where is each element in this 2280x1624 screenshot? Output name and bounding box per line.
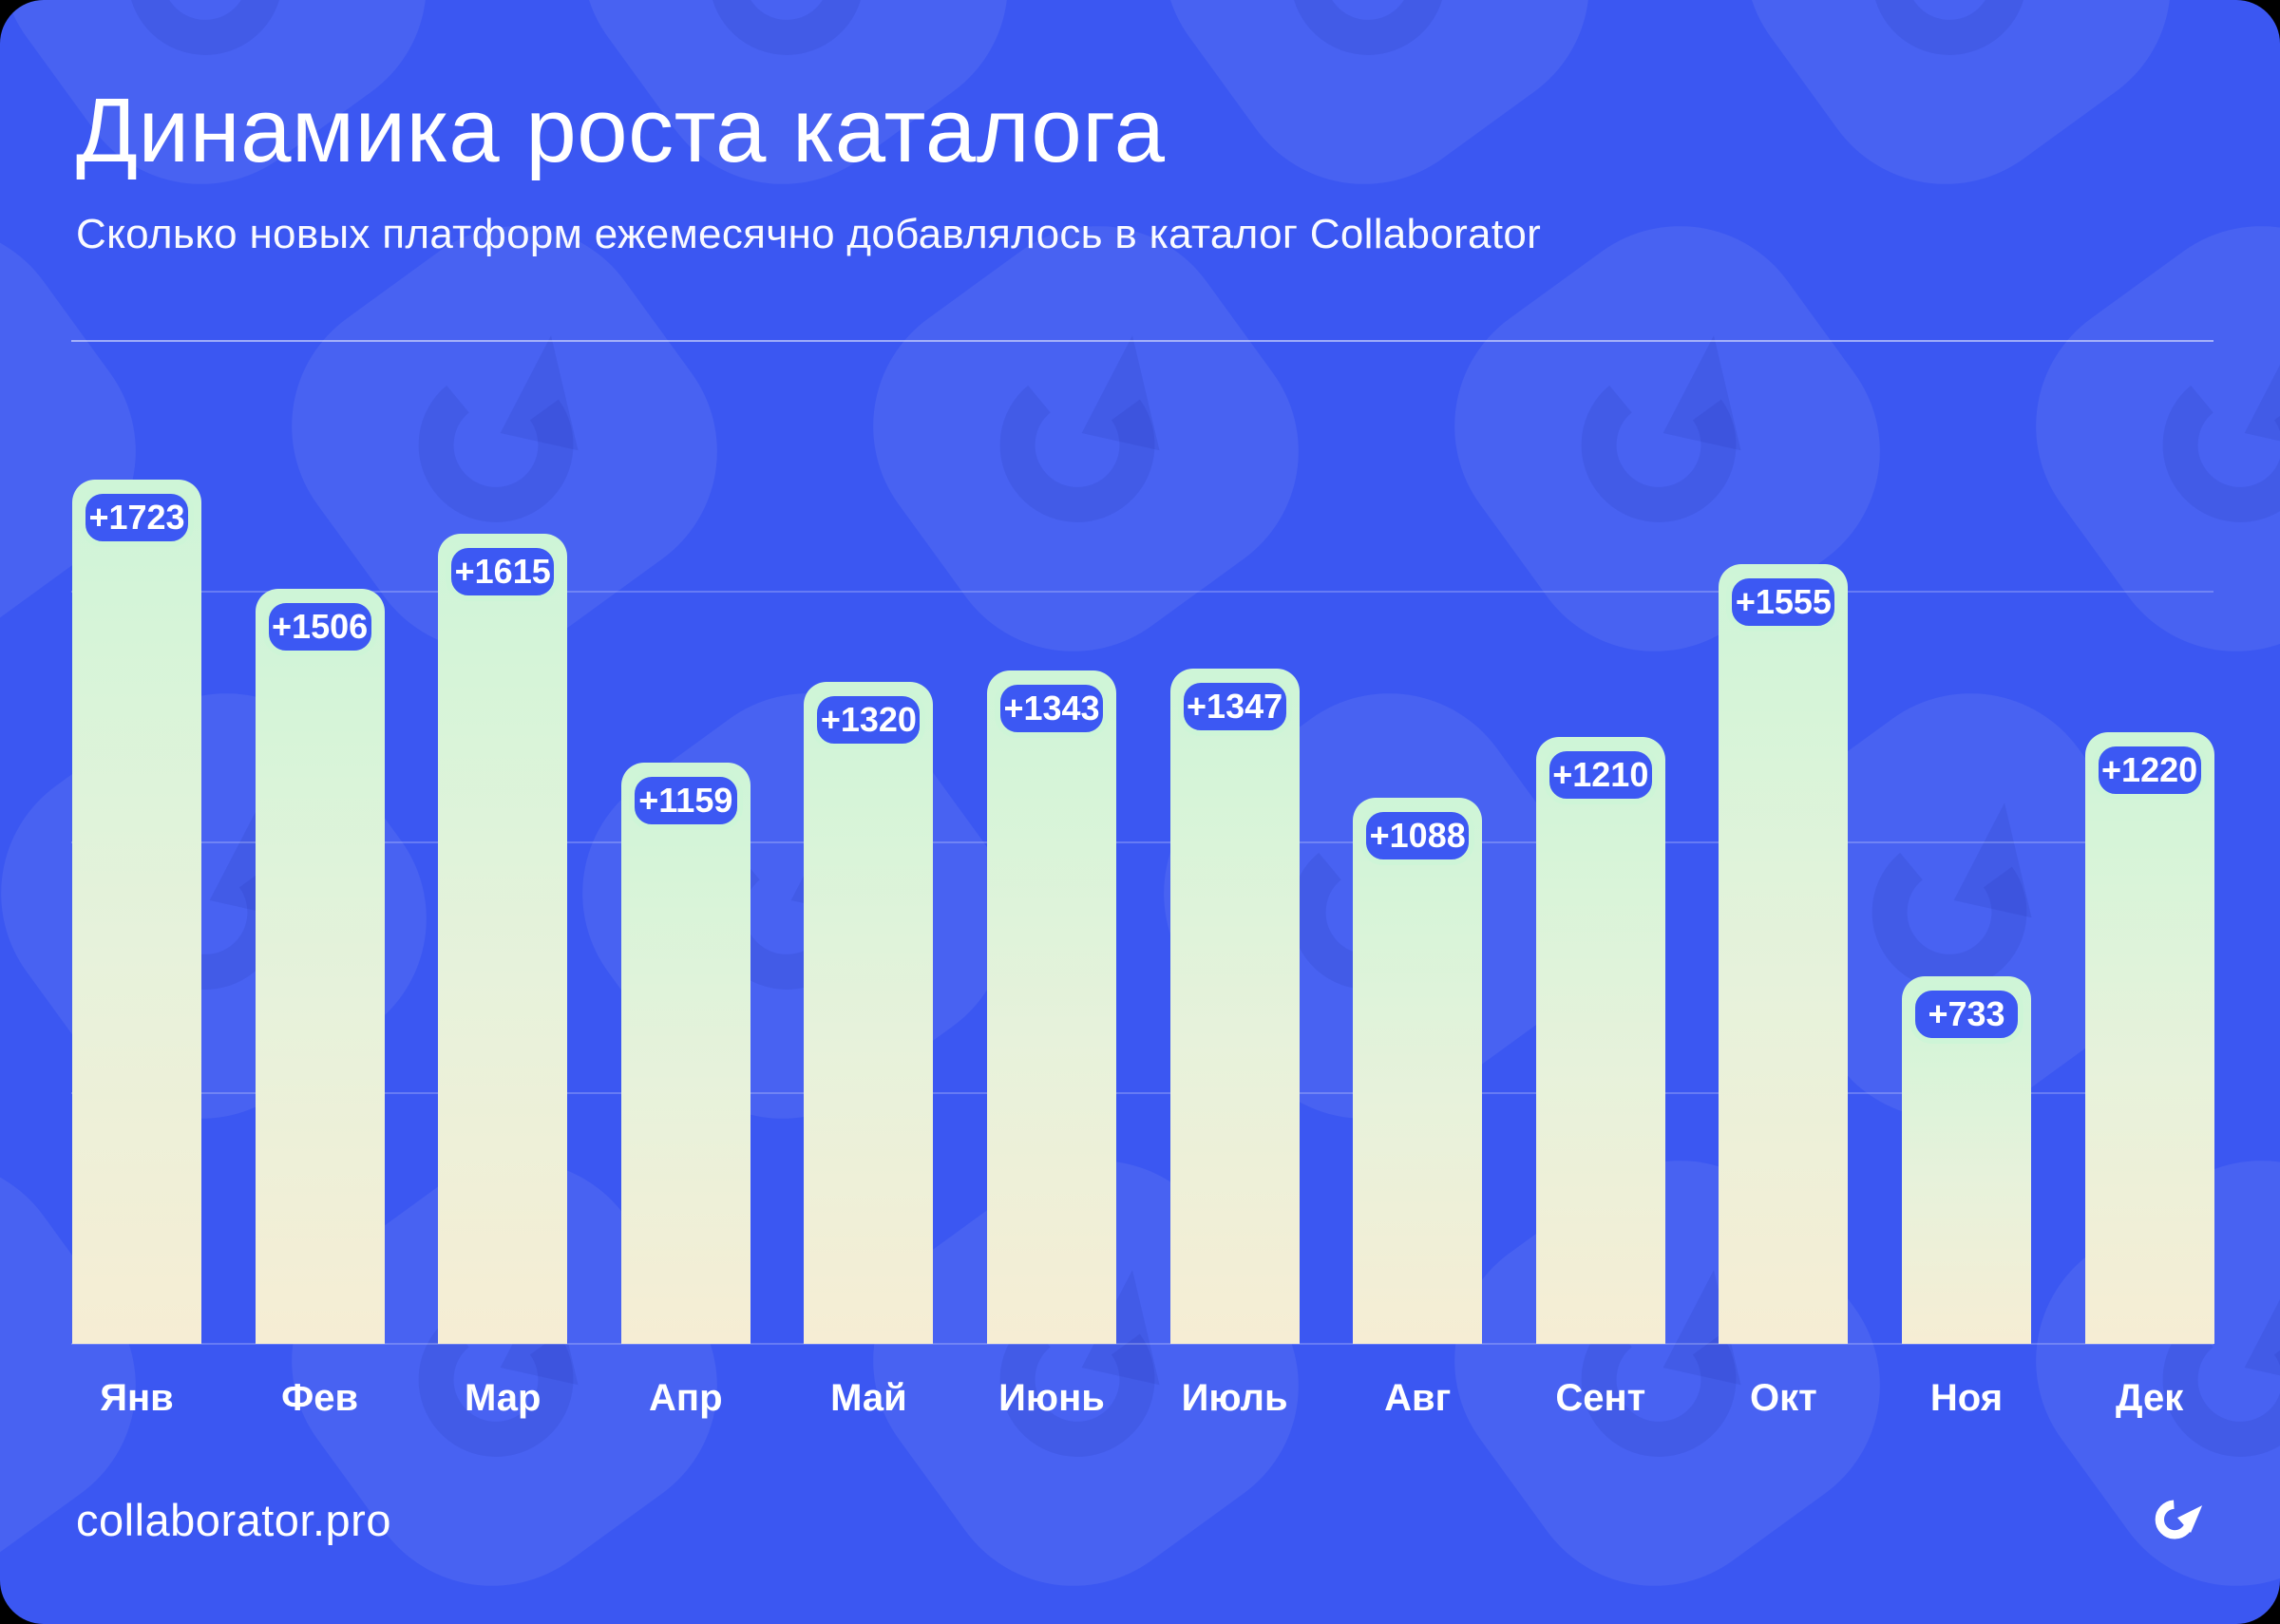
x-axis-label-Сент: Сент <box>1555 1377 1646 1419</box>
bar-Ноя: +733 <box>1902 975 2031 1344</box>
pattern-tile <box>0 226 136 651</box>
value-label: +1159 <box>638 780 733 820</box>
value-chip: +1220 <box>2092 740 2207 800</box>
value-label: +1320 <box>820 699 917 739</box>
gridline-2000 <box>71 339 2214 342</box>
x-axis-label-Ноя: Ноя <box>1929 1377 2004 1419</box>
x-axis-label-Окт: Окт <box>1750 1377 1817 1419</box>
x-axis-label-Июль: Июль <box>1181 1377 1288 1419</box>
pattern-tile <box>1745 0 2171 184</box>
chart-header: Динамика роста каталога Сколько новых пл… <box>76 84 1541 258</box>
footer-site-link[interactable]: collaborator.pro <box>76 1494 391 1545</box>
value-label: +1555 <box>1735 581 1832 621</box>
collaborator-logo-icon <box>2151 1493 2204 1546</box>
bar-Мар: +1615 <box>438 534 568 1344</box>
pattern-tile <box>292 1161 717 1586</box>
value-label: +1506 <box>272 606 369 646</box>
x-axis-label-Фев: Фев <box>281 1377 359 1419</box>
pattern-tile <box>0 1161 136 1586</box>
pattern-tile <box>1745 693 2171 1119</box>
value-chip: +1555 <box>1726 572 1841 632</box>
bar-Июнь: +1343 <box>987 670 1116 1344</box>
value-chip: +733 <box>1910 984 2024 1044</box>
value-label: +1343 <box>1003 688 1100 727</box>
value-chip: +1615 <box>446 542 560 602</box>
gridline-0 <box>71 1343 2214 1345</box>
bar-Июль: +1347 <box>1169 668 1300 1344</box>
gridline-500 <box>71 1091 2214 1094</box>
value-label: +1615 <box>454 552 551 592</box>
pattern-tile <box>1164 0 1589 184</box>
value-chip: +1320 <box>811 689 926 749</box>
value-chip: +1159 <box>628 770 743 830</box>
pattern-tile <box>873 226 1299 651</box>
bar-Окт: +1555 <box>1719 563 1849 1344</box>
value-label: +1220 <box>2101 749 2198 789</box>
value-chip: +1088 <box>1360 806 1475 866</box>
x-axis-label-Июнь: Июнь <box>998 1377 1105 1419</box>
gridline-1500 <box>71 590 2214 593</box>
page-subtitle: Сколько новых платформ ежемесячно добавл… <box>76 210 1542 257</box>
value-chip: +1210 <box>1543 745 1658 804</box>
value-chip: +1343 <box>995 678 1109 738</box>
value-chip: +1347 <box>1177 676 1292 736</box>
x-axis-label-Мар: Мар <box>464 1377 542 1419</box>
value-chip: +1506 <box>262 596 377 656</box>
value-label: +733 <box>1928 993 2005 1033</box>
value-label: +1723 <box>88 498 185 537</box>
value-label: +1088 <box>1369 816 1466 856</box>
pattern-tile <box>1 0 427 184</box>
bar-Авг: +1088 <box>1353 798 1483 1344</box>
pattern-tile <box>2036 226 2280 651</box>
pattern-tile <box>582 0 1008 184</box>
value-label: +1210 <box>1552 754 1649 794</box>
bar-Сент: +1210 <box>1535 736 1665 1344</box>
pattern-tile <box>292 226 717 651</box>
footer: collaborator.pro <box>76 1493 2204 1546</box>
page-title: Динамика роста каталога <box>76 80 1166 181</box>
x-axis-label-Авг: Авг <box>1384 1377 1452 1419</box>
x-axis-label-Янв: Янв <box>100 1377 174 1419</box>
pattern-tile <box>1454 226 1880 651</box>
value-label: +1347 <box>1187 686 1283 726</box>
bar-Янв: +1723 <box>72 480 201 1344</box>
bar-Апр: +1159 <box>620 762 750 1344</box>
gridline-1000 <box>71 840 2214 843</box>
value-chip: +1723 <box>80 488 194 547</box>
bar-Фев: +1506 <box>255 588 385 1344</box>
x-axis-label-Дек: Дек <box>2115 1377 2184 1419</box>
x-axis-label-Май: Май <box>830 1377 907 1419</box>
bar-Май: +1320 <box>804 681 934 1344</box>
x-axis-label-Апр: Апр <box>649 1377 723 1419</box>
bar-Дек: +1220 <box>2084 731 2214 1344</box>
